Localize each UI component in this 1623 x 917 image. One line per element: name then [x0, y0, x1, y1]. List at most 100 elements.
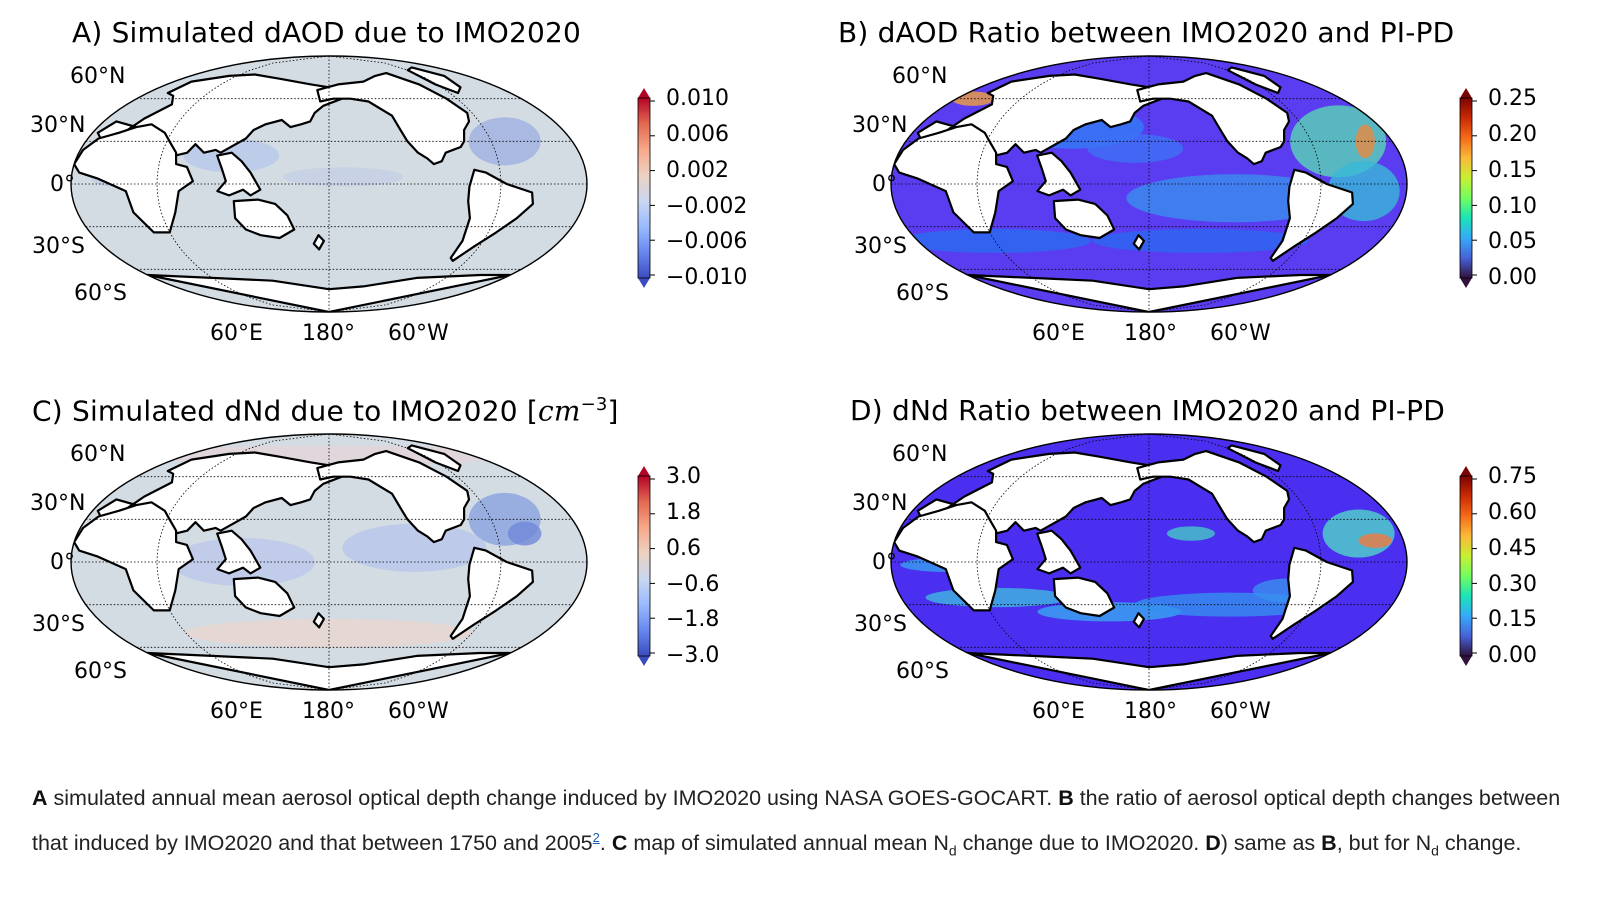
field-region	[1290, 105, 1387, 178]
panel-title: B) dAOD Ratio between IMO2020 and PI-PD	[838, 16, 1455, 49]
meridian-line	[976, 433, 1150, 691]
colorbar-extend-min	[638, 278, 650, 288]
lat-label: 30°N	[852, 113, 908, 138]
lon-label: 60°W	[388, 321, 449, 346]
colorbar-frame	[637, 475, 651, 657]
australia-landmass	[1052, 576, 1116, 618]
australia-landmass	[232, 198, 296, 240]
colorbar-tick: 0.15	[1488, 158, 1537, 183]
colorbar-tick: 0.20	[1488, 122, 1537, 147]
caption-sub-c: d	[948, 842, 957, 859]
nz-landmass	[312, 612, 325, 629]
colorbar-extend-min	[1460, 278, 1472, 288]
greenland-landmass	[406, 66, 462, 95]
lon-label: 60°E	[1032, 699, 1085, 724]
panel-title-main: C) Simulated dNd due to IMO2020 [	[32, 394, 538, 428]
caption-letter-a: A	[32, 786, 48, 810]
colorbar-tick: −3.0	[666, 643, 720, 668]
lat-label: 60°S	[896, 659, 949, 684]
panel-d: D) dNd Ratio between IMO2020 and PI-PD 6…	[820, 378, 1620, 748]
caption-letter-c: C	[611, 831, 628, 856]
lat-label: 0°	[872, 172, 897, 197]
field-region	[1092, 228, 1309, 253]
nz-landmass	[1132, 612, 1145, 629]
colorbar-d	[1459, 466, 1477, 666]
greenland-landmass	[1226, 66, 1282, 95]
panel-title-exponent: −3	[580, 394, 608, 415]
meridian-line	[1148, 55, 1322, 313]
colorbar-extend-min	[638, 656, 650, 666]
seasia-landmass	[1036, 151, 1082, 197]
meridian-line	[156, 433, 330, 691]
lat-label: 60°N	[892, 442, 948, 467]
graticule	[891, 433, 1407, 691]
lon-label: 60°W	[388, 699, 449, 724]
lon-label: 60°W	[1210, 321, 1271, 346]
colorbar-tick: 3.0	[666, 464, 701, 489]
map-d	[890, 433, 1408, 691]
footnote-link[interactable]: 2	[592, 830, 600, 845]
namerica-landmass	[316, 71, 471, 166]
panel-a: A) Simulated dAOD due to IMO2020 60°N 30…	[0, 0, 810, 370]
colorbar-tick: 0.30	[1488, 572, 1537, 597]
colorbar-tick: 0.25	[1488, 86, 1537, 111]
lat-label: 60°N	[892, 64, 948, 89]
field-region	[507, 521, 542, 546]
colorbar-frame	[1459, 97, 1473, 279]
colorbar-tick: 0.05	[1488, 229, 1537, 254]
lat-label: 60°N	[70, 64, 126, 89]
seasia-landmass	[216, 151, 262, 197]
map-c	[70, 433, 588, 691]
colorbar-a	[637, 88, 655, 288]
colorbar-tick: 0.75	[1488, 464, 1537, 489]
meridian-line	[976, 55, 1150, 313]
lon-label: 60°E	[1032, 321, 1085, 346]
field-region	[1358, 533, 1392, 548]
panel-title: C) Simulated dNd due to IMO2020 [cm−3]	[32, 394, 619, 427]
greenland-landmass	[406, 444, 462, 473]
caption-text-c: map of simulated annual mean N	[627, 831, 949, 856]
colorbar-frame	[637, 97, 651, 279]
field-region	[468, 117, 541, 166]
lon-label: 60°E	[210, 321, 263, 346]
colorbar-gradient	[1460, 98, 1472, 278]
graticule	[71, 433, 587, 691]
colorbar-tick: 0.010	[666, 86, 729, 111]
greenland-landmass	[1226, 444, 1282, 473]
colorbar-tick: 1.8	[666, 500, 701, 525]
lat-label: 0°	[872, 550, 897, 575]
seasia-landmass	[216, 529, 262, 575]
graticule	[71, 55, 587, 313]
colorbar-tick: 0.10	[1488, 194, 1537, 219]
colorbar-tick: −1.8	[666, 607, 720, 632]
panel-title: A) Simulated dAOD due to IMO2020	[72, 16, 582, 49]
graticule	[891, 55, 1407, 313]
field-region	[342, 523, 487, 572]
lon-label: 180°	[1124, 699, 1177, 724]
lat-label: 0°	[50, 172, 75, 197]
map-a	[70, 55, 588, 313]
colorbar-c	[637, 466, 655, 666]
lat-label: 30°S	[854, 234, 907, 259]
samerica-landmass	[449, 168, 535, 262]
seasia-landmass	[1036, 529, 1082, 575]
samerica-landmass	[449, 546, 535, 640]
antarctica-landmass	[146, 651, 512, 690]
field-region	[185, 618, 473, 648]
samerica-landmass	[1269, 546, 1355, 640]
lon-label: 180°	[302, 699, 355, 724]
map-outline	[890, 433, 1408, 691]
lon-label: 180°	[1124, 321, 1177, 346]
australia-landmass	[1052, 198, 1116, 240]
colorbar-tick: −0.006	[666, 229, 748, 254]
field-region	[1166, 526, 1215, 541]
colorbar-gradient	[638, 476, 650, 656]
meridian-line	[328, 55, 502, 313]
colorbar-tick: 0.00	[1488, 265, 1537, 290]
caption-letter-b: B	[1058, 786, 1074, 810]
panel-title: D) dNd Ratio between IMO2020 and PI-PD	[850, 394, 1446, 427]
antarctica-landmass	[146, 273, 512, 312]
lat-label: 30°N	[30, 491, 86, 516]
map-outline	[890, 55, 1408, 313]
field-region	[283, 167, 404, 187]
